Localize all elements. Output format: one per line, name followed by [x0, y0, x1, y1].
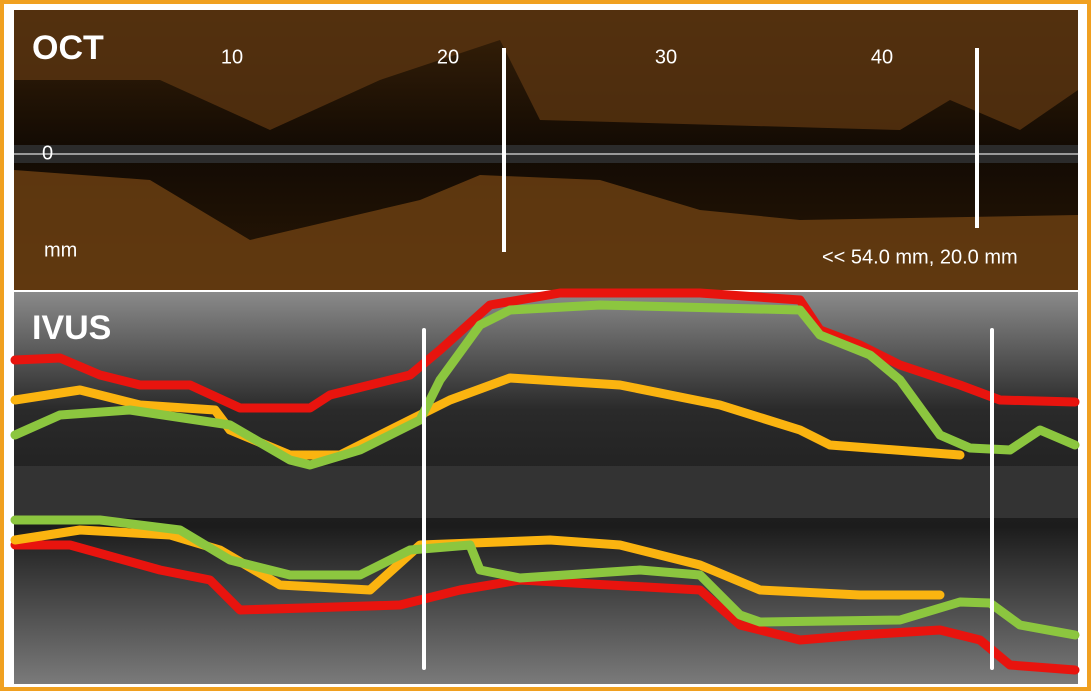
oct-title: OCT	[32, 29, 104, 67]
scale-label: 40	[871, 46, 893, 68]
ivus-catheter	[14, 466, 1078, 518]
unit-label: mm	[44, 239, 77, 261]
figure: OCT 10 20 30 40 0 mm << 54.0 mm, 20.0 mm…	[0, 0, 1091, 691]
scale-label: 30	[655, 46, 677, 68]
scale-label: 20	[437, 46, 459, 68]
ivus-title: IVUS	[32, 309, 111, 347]
zero-label: 0	[42, 142, 53, 164]
oct-panel: OCT 10 20 30 40 0 mm << 54.0 mm, 20.0 mm	[14, 10, 1078, 290]
scale-label: 10	[221, 46, 243, 68]
ivus-panel: IVUS	[14, 292, 1078, 684]
info-label: << 54.0 mm, 20.0 mm	[822, 246, 1018, 268]
